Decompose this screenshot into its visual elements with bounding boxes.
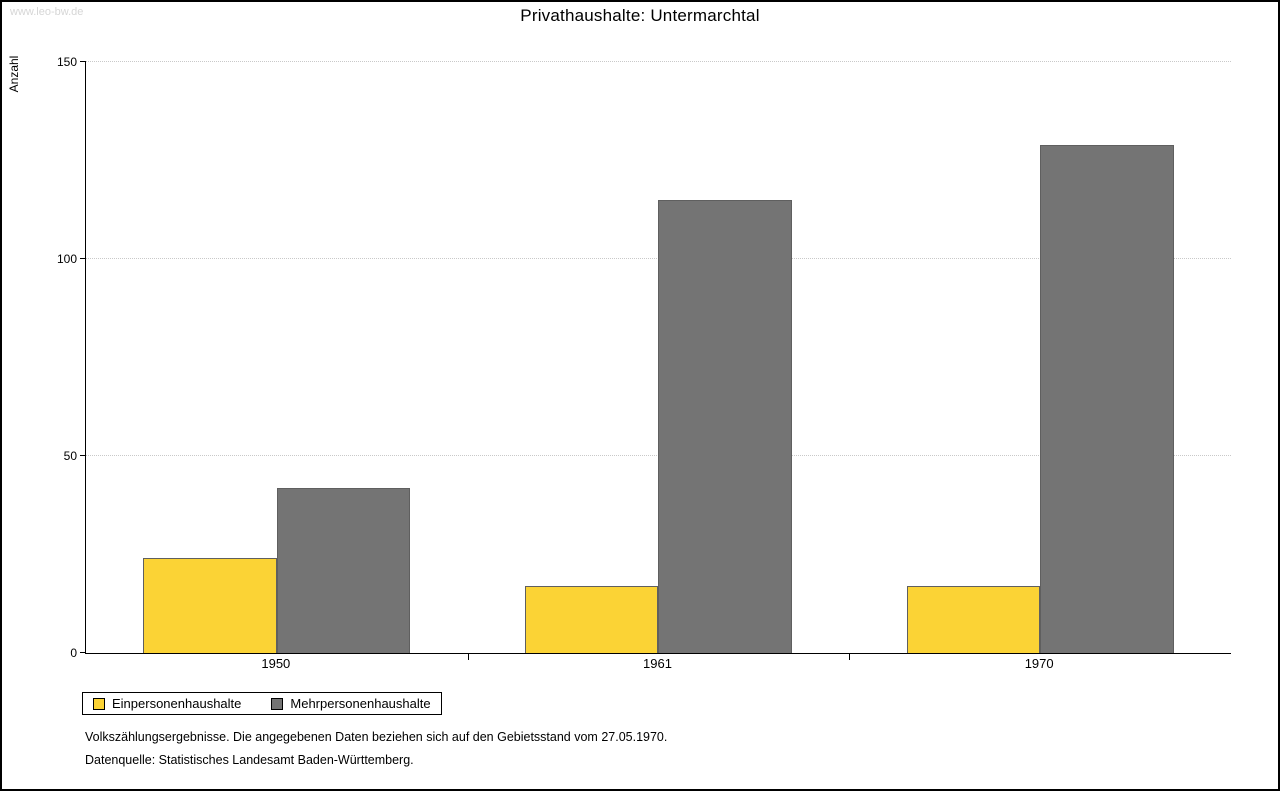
y-tick-label: 0: [70, 646, 77, 660]
legend-label: Einpersonenhaushalte: [112, 696, 242, 711]
x-tick-label: 1961: [643, 656, 672, 671]
bar-group: [849, 62, 1231, 653]
x-tick-mark: [467, 653, 469, 660]
x-tick-label: 1950: [261, 656, 291, 671]
x-tick-mark: [849, 653, 851, 660]
legend-item: Mehrpersonenhaushalte: [271, 696, 431, 711]
gridline: [86, 61, 1231, 62]
y-tick-mark: [80, 258, 86, 259]
bar-1970: [1040, 144, 1174, 653]
y-tick-label: 150: [56, 55, 77, 69]
x-tick-label: 1970: [1024, 656, 1054, 671]
legend-swatch: [93, 697, 105, 710]
y-tick-mark: [80, 61, 86, 62]
watermark: www.leo-bw.de: [10, 6, 84, 18]
chart-title: Privathaushalte: Untermarchtal: [520, 6, 760, 25]
plot-area: [80, 61, 1231, 660]
y-axis-ticks: 0 50 100 150: [30, 56, 77, 659]
legend-swatch: [271, 697, 284, 710]
footnote: Volkszählungsergebnisse. Die angegebenen…: [85, 730, 668, 744]
x-axis-labels: 1950 1961 1970: [85, 656, 1230, 676]
bar-1950: [276, 487, 411, 653]
y-tick-label: 50: [63, 449, 77, 463]
legend-item: Einpersonenhaushalte: [93, 696, 241, 711]
bar-group: [468, 62, 850, 653]
legend: Einpersonenhaushalte Mehrpersonenhaushalt…: [82, 692, 442, 715]
y-tick-mark: [80, 455, 86, 456]
legend-label: Mehrpersonenhaushalte: [290, 696, 431, 711]
bar-1961: [658, 199, 793, 653]
y-axis-title: Anzahl: [7, 55, 21, 93]
y-tick-label: 100: [56, 252, 77, 266]
bar-1961: [524, 586, 659, 653]
footnote: Datenquelle: Statistisches Landesamt Bad…: [85, 753, 414, 767]
y-tick-mark: [80, 652, 86, 653]
bar-1970: [906, 586, 1041, 653]
bar-1950: [143, 558, 277, 653]
bar-group: [86, 62, 468, 653]
footnotes: Volkszählungsergebnisse. Die angegebenen…: [85, 730, 667, 776]
